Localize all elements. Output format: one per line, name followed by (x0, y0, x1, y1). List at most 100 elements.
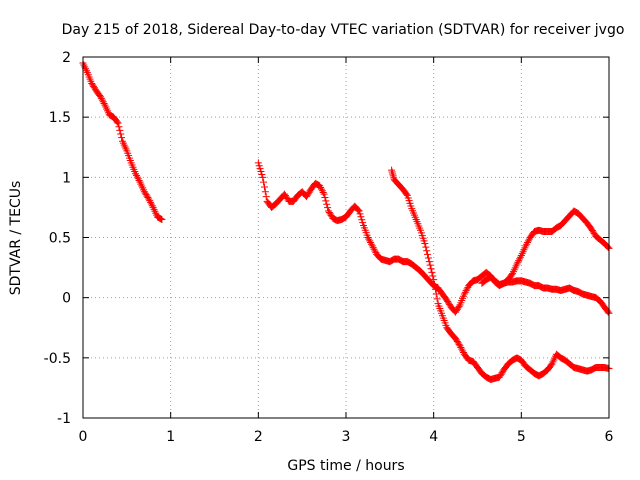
x-tick-label: 2 (254, 429, 263, 445)
data-point (431, 285, 439, 293)
data-point (354, 206, 362, 214)
data-point (118, 134, 126, 142)
x-axis-label: GPS time / hours (287, 458, 404, 474)
data-point (147, 200, 155, 208)
data-point (452, 308, 460, 316)
data-point (132, 171, 140, 179)
data-point (523, 240, 531, 248)
data-point (428, 268, 436, 276)
data-point (140, 188, 148, 196)
data-point (445, 299, 453, 307)
data-point (323, 200, 331, 208)
data-point (427, 265, 435, 273)
data-point (402, 190, 410, 198)
data-point (364, 234, 372, 241)
data-point (433, 295, 441, 303)
y-tick-label: 0 (62, 291, 71, 307)
data-point (458, 345, 466, 353)
data-point (525, 235, 533, 243)
data-point (443, 296, 451, 304)
data-point (426, 261, 434, 269)
data-point (359, 219, 367, 227)
data-point (455, 340, 463, 348)
data-point (459, 347, 467, 355)
data-point (508, 271, 516, 279)
data-point (99, 98, 107, 106)
data-point (453, 337, 461, 345)
data-point (148, 202, 156, 210)
data-point (135, 176, 143, 184)
data-point (497, 370, 505, 378)
data-point (589, 228, 597, 236)
data-point (498, 369, 506, 377)
data-point (365, 235, 373, 243)
data-point (515, 257, 523, 265)
data-point (146, 197, 154, 205)
data-point (317, 183, 325, 191)
data-point (370, 245, 378, 253)
data-point (369, 244, 377, 252)
data-point (604, 308, 612, 316)
data-point (134, 175, 142, 183)
data-point (453, 305, 461, 313)
data-point (143, 192, 151, 200)
data-point (88, 79, 96, 87)
data-point (321, 194, 329, 202)
data-point (305, 188, 313, 196)
data-point (144, 194, 152, 202)
data-point (421, 240, 429, 248)
data-point (303, 191, 311, 199)
data-point (89, 81, 97, 89)
data-point (444, 298, 452, 306)
data-point (431, 280, 439, 288)
data-point (113, 118, 121, 126)
data-point (516, 253, 524, 261)
data-point (114, 119, 122, 127)
data-point (388, 166, 396, 174)
data-point (587, 225, 595, 233)
data-point (317, 185, 325, 193)
data-point (495, 373, 503, 381)
data-point (367, 240, 375, 248)
data-point (523, 239, 531, 247)
x-tick-label: 4 (429, 429, 438, 445)
data-point (454, 339, 462, 347)
data-point (371, 247, 379, 255)
data-point (97, 94, 105, 102)
data-point (454, 304, 462, 312)
data-point (260, 183, 268, 191)
data-point (429, 272, 437, 280)
data-point (452, 336, 460, 344)
data-point (425, 258, 433, 266)
data-point (90, 84, 98, 92)
data-point (282, 193, 290, 201)
data-point (316, 182, 324, 190)
data-point (424, 254, 432, 262)
data-point (463, 285, 471, 293)
series-segment-2 (254, 159, 613, 316)
y-tick-label: -1 (57, 411, 71, 427)
data-point (281, 190, 289, 198)
data-point (604, 243, 612, 251)
data-point (366, 237, 374, 245)
y-tick-label: 1.5 (49, 110, 71, 126)
data-point (422, 243, 430, 251)
data-point (261, 188, 269, 196)
data-point (459, 349, 467, 357)
data-point (262, 193, 270, 201)
data-point (516, 255, 524, 263)
chart-title: Day 215 of 2018, Sidereal Day-to-day VTE… (62, 22, 625, 38)
x-tick-label: 3 (342, 429, 351, 445)
data-point (496, 372, 504, 380)
data-point (357, 213, 365, 221)
data-point (423, 247, 431, 255)
data-point (430, 276, 438, 284)
data-point (318, 187, 326, 195)
x-tick-label: 6 (605, 429, 614, 445)
data-point (325, 208, 333, 216)
data-point (514, 258, 522, 266)
data-point (257, 168, 265, 176)
data-point (368, 242, 376, 250)
data-point (90, 82, 98, 90)
